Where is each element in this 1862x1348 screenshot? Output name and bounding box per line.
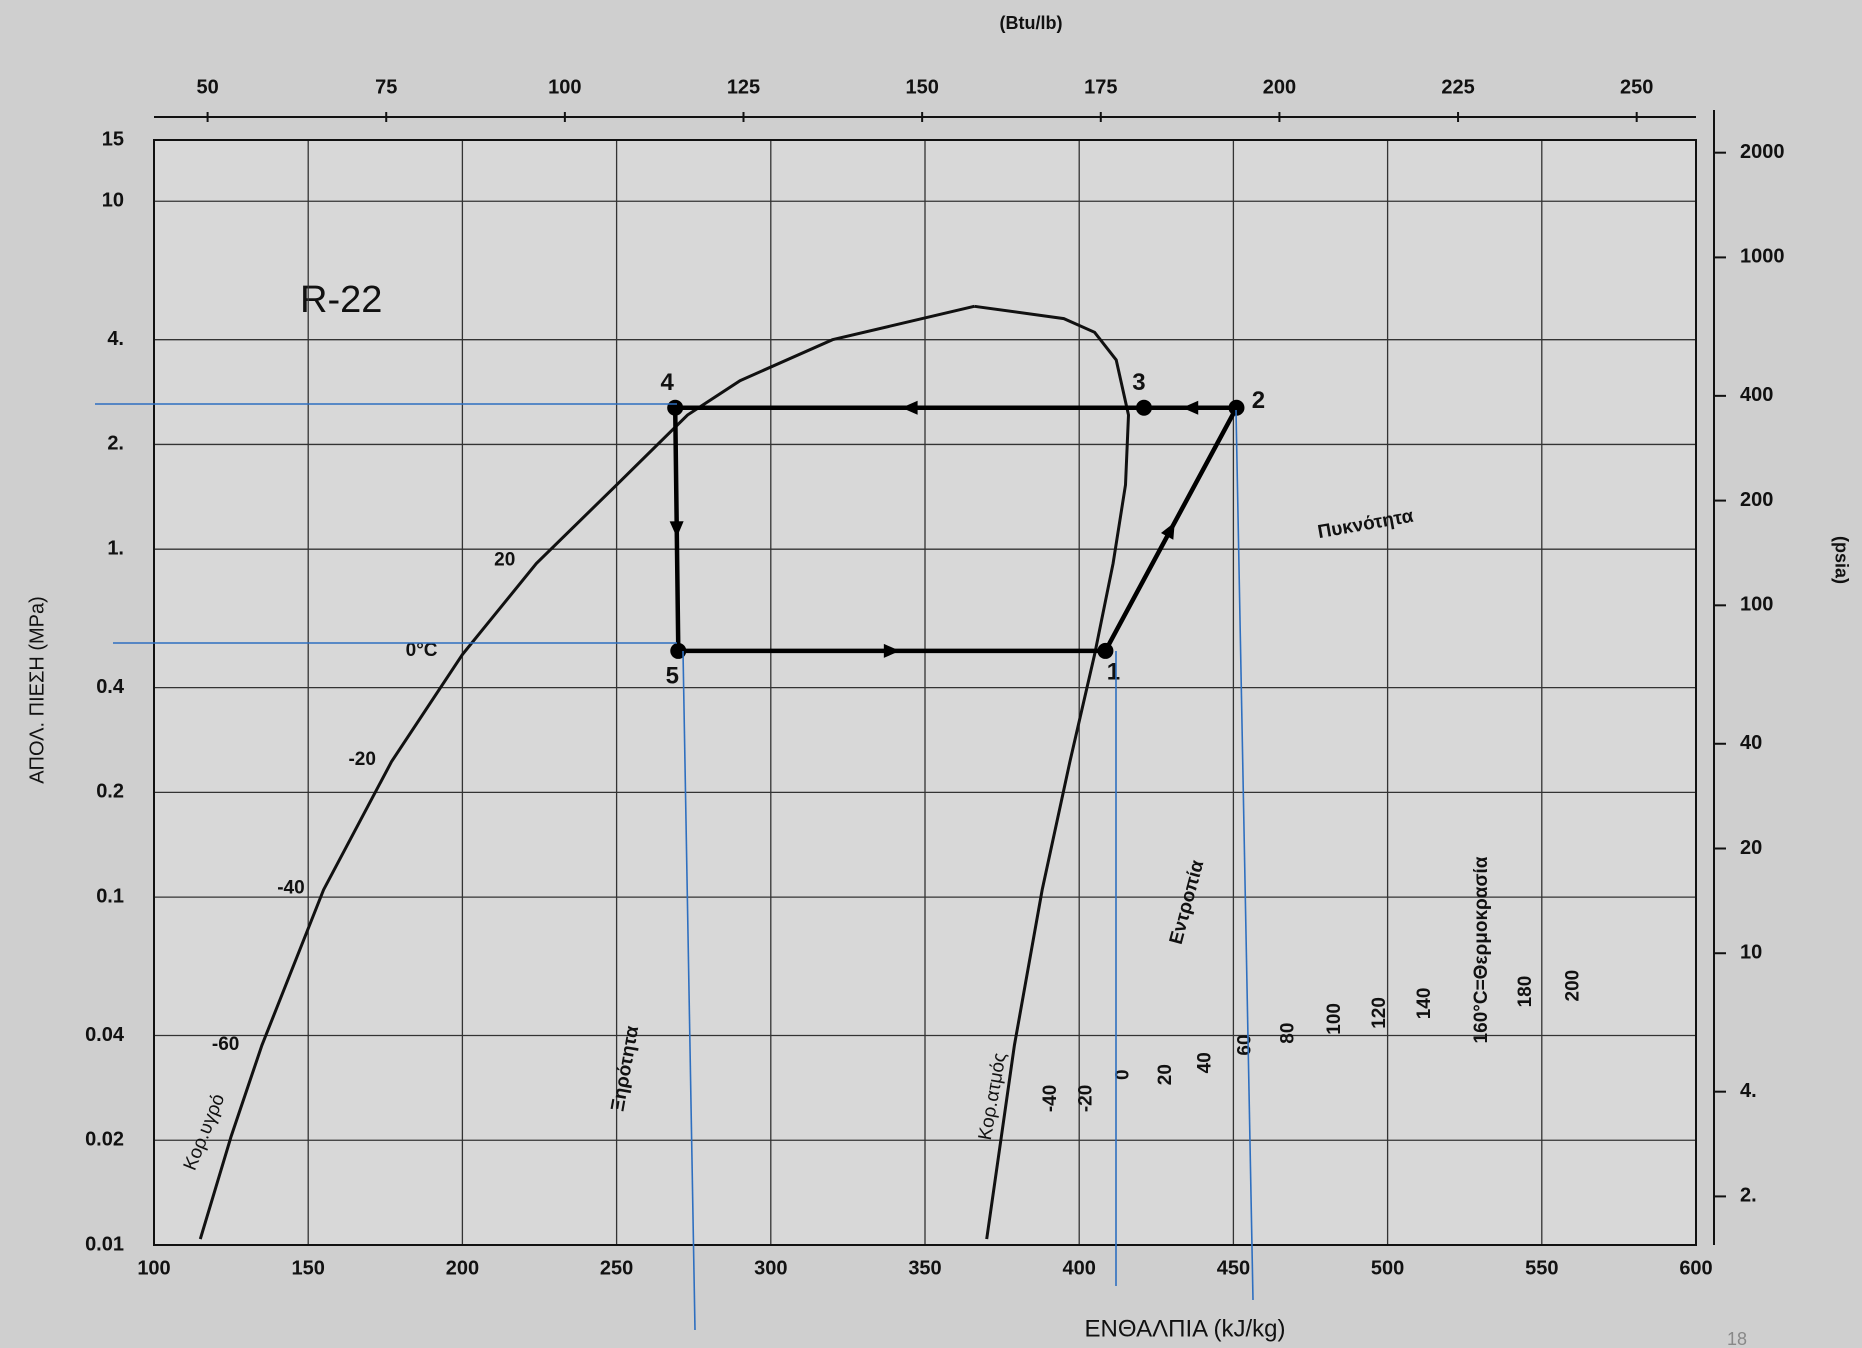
y-tick-label: 2. [107,433,124,455]
saturation-line [974,304,1131,1240]
y-tick-label: 4. [107,328,124,350]
y-tick-label: 1. [107,537,124,559]
x-tick-label: 400 [1063,1257,1096,1279]
annotation: 200 [1562,970,1583,1002]
x-tick-label: 300 [754,1257,787,1279]
x2-axis-title: (Btu/lb) [1000,13,1063,33]
y2-tick-label: 2000 [1740,141,1785,163]
y2-tick-label: 2. [1740,1185,1757,1207]
annotation: 0°C [406,640,438,661]
y2-tick-label: 4. [1740,1080,1757,1102]
x-tick-label: 250 [600,1257,633,1279]
x2-tick-label: 200 [1263,76,1296,98]
x-tick-label: 500 [1371,1257,1404,1279]
y-tick-label: 0.2 [96,781,124,803]
state-label: 4 [661,369,675,396]
state-label: 2 [1252,387,1265,414]
state-point [1228,399,1245,416]
annotation: -40 [1040,1085,1061,1112]
x2-tick-label: 75 [375,76,397,98]
annotation: 20 [494,550,515,571]
x2-tick-label: 225 [1441,76,1474,98]
y2-tick-label: 40 [1740,732,1762,754]
y-tick-label: 0.02 [85,1129,124,1151]
annotation: 140 [1414,988,1435,1020]
state-point [1135,399,1152,416]
state-label: 5 [666,662,679,689]
chart-title: R-22 [300,279,382,321]
flow-arrow [1182,400,1199,415]
y-tick-label: 10 [102,190,124,212]
y-tick-label: 0.01 [85,1233,124,1255]
annotation: 20 [1155,1064,1176,1085]
x2-tick-label: 125 [727,76,760,98]
x-tick-label: 150 [292,1257,325,1279]
state-point [1097,642,1114,659]
y2-tick-label: 1000 [1740,246,1785,268]
flow-arrow [669,521,684,538]
y2-axis-title: (psia) [1831,536,1851,584]
annotation: 100 [1324,1003,1345,1035]
annotation: -20 [348,749,375,770]
y2-tick-label: 100 [1740,594,1773,616]
x-tick-label: 200 [446,1257,479,1279]
x-tick-label: 600 [1679,1257,1712,1279]
x-tick-label: 450 [1217,1257,1250,1279]
x-axis-title: ΕΝΘΑΛΠΙΑ (kJ/kg) [1085,1315,1286,1342]
state-label: 1 [1107,658,1120,685]
annotation: 120 [1369,997,1390,1029]
y-tick-label: 0.4 [96,676,125,698]
x-tick-label: 100 [137,1257,170,1279]
flow-arrow [901,400,918,415]
annotation: 40 [1194,1052,1215,1073]
x2-tick-label: 50 [196,76,218,98]
flow-arrow [1160,522,1175,540]
x-tick-label: 550 [1525,1257,1558,1279]
guide-line [1235,409,1254,1301]
y-axis-title: ΑΠΟΛ. ΠΙΕΣΗ (MPa) [26,596,48,784]
y-tick-label: 0.04 [85,1024,125,1046]
annotation: -20 [1076,1085,1097,1112]
guide-lines [95,403,1254,1331]
guide-line [682,650,696,1331]
x2-tick-label: 250 [1620,76,1653,98]
y2-tick-label: 200 [1740,489,1773,511]
x2-tick-label: 175 [1084,76,1117,98]
state-point [667,399,684,416]
annotation: 80 [1277,1023,1298,1044]
x2-tick-label: 100 [548,76,581,98]
page-number: 18 [1727,1329,1747,1348]
annotation: 180 [1515,976,1536,1008]
annotation: -60 [212,1034,239,1055]
x2-tick-label: 150 [905,76,938,98]
annotation: 160°C=Θερμοκρασία [1471,856,1492,1043]
flow-arrow [883,643,900,658]
annotation: 0 [1112,1069,1133,1080]
plot-frame [153,139,1697,1246]
y-tick-label: 15 [102,128,124,150]
y2-tick-label: 20 [1740,837,1762,859]
y-tick-label: 0.1 [96,885,124,907]
annotation: 60 [1235,1034,1256,1055]
x-tick-label: 350 [908,1257,941,1279]
y2-tick-label: 10 [1740,942,1762,964]
state-label: 3 [1132,369,1145,396]
annotation: -40 [277,877,304,898]
y2-tick-label: 400 [1740,384,1773,406]
saturation-line [198,304,975,1240]
